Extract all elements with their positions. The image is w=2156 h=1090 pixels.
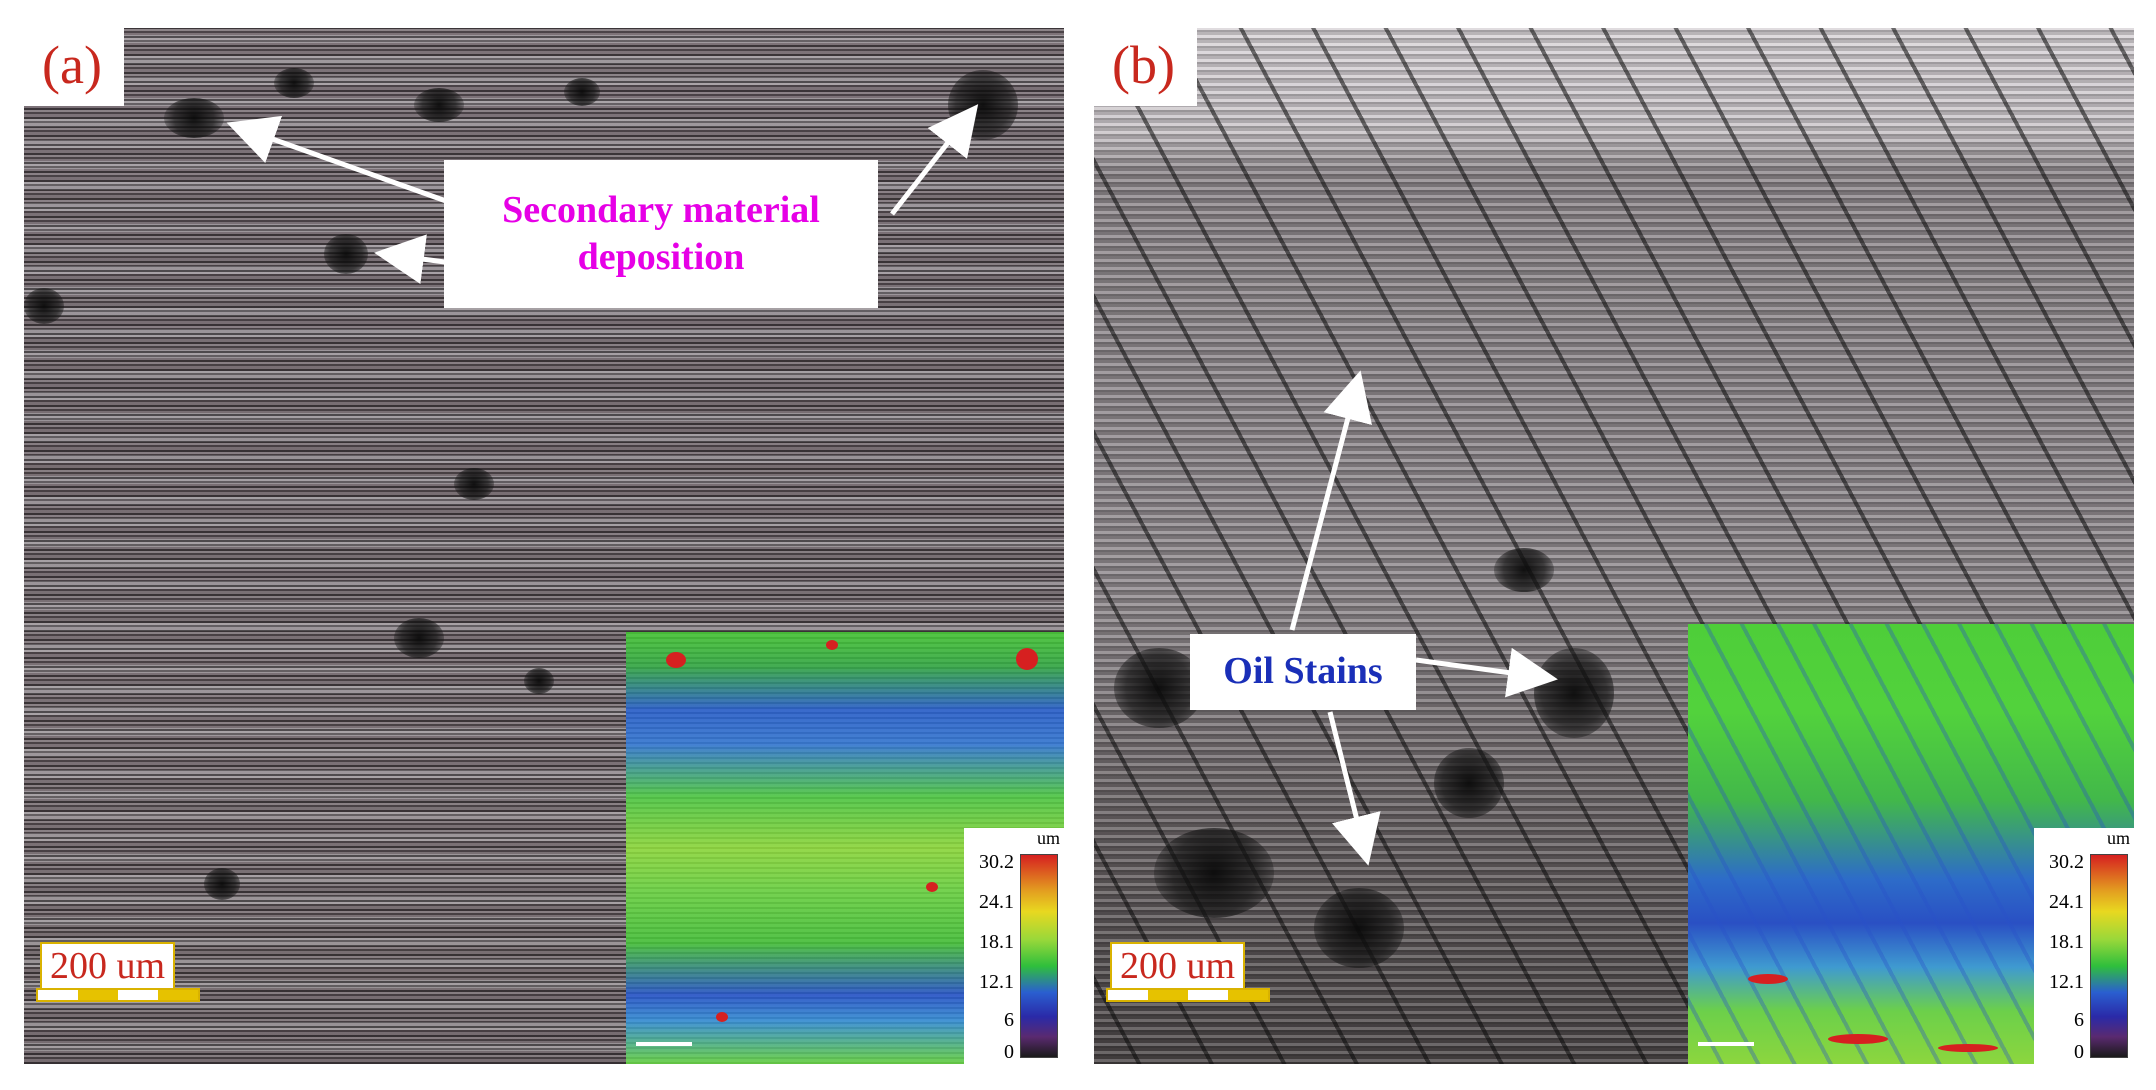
deposit-spot	[394, 618, 444, 658]
callout-line: deposition	[577, 236, 745, 278]
oil-stain-spot	[1434, 748, 1504, 818]
arrow-to-deposit	[890, 104, 979, 216]
colorbar-tick: 6	[1004, 1009, 1014, 1031]
arrow-to-oil-stain	[1327, 711, 1381, 866]
deposit-spot	[274, 68, 314, 98]
colorbar-tick: 0	[2074, 1041, 2084, 1063]
deposit-spot	[454, 468, 494, 500]
colorbar-tick: 12.1	[979, 971, 1014, 993]
callout-line: Oil Stains	[1223, 650, 1383, 693]
colorbar-a: um 30.2 24.1 18.1 12.1 6 0	[964, 828, 1064, 1064]
colorbar-tick: 12.1	[2049, 971, 2084, 993]
colorbar-b: um 30.2 24.1 18.1 12.1 6 0	[2034, 828, 2134, 1064]
oil-stain-spot	[1494, 548, 1554, 592]
scale-bar-b: 200 um	[1100, 942, 1280, 1006]
colorbar-tick: 30.2	[979, 851, 1014, 873]
peak-spot	[826, 640, 838, 650]
colorbar-unit: um	[2106, 828, 2130, 848]
callout-line: Secondary material	[502, 188, 820, 231]
callout-oil-stains: Oil Stains	[1190, 634, 1416, 710]
scale-bar-label: 200 um	[1110, 942, 1246, 988]
deposit-spot	[524, 668, 554, 694]
deposit-spot	[564, 78, 600, 106]
inset-scale-bar	[1698, 1042, 1754, 1046]
peak-spot	[1828, 1034, 1888, 1044]
scale-bar-line	[1106, 988, 1270, 1002]
peak-spot	[926, 882, 938, 892]
colorbar-unit: um	[1036, 828, 1060, 848]
peak-spot	[716, 1012, 728, 1022]
panel-label: (a)	[24, 28, 124, 106]
deposit-spot	[414, 88, 464, 122]
colorbar-tick: 0	[1004, 1041, 1014, 1063]
deposit-spot	[24, 288, 64, 324]
peak-spot	[1748, 974, 1788, 984]
colorbar-gradient	[1020, 854, 1058, 1058]
peak-spot	[666, 652, 686, 668]
oil-stain-spot	[1114, 648, 1204, 728]
arrow-to-oil-stain	[1415, 647, 1558, 698]
colorbar-tick: 24.1	[979, 891, 1014, 913]
scale-bar-a: 200 um	[30, 942, 210, 1006]
deposit-spot	[204, 868, 240, 900]
peak-spot	[1016, 648, 1038, 670]
arrow-to-deposit	[226, 115, 461, 209]
colorbar-tick: 18.1	[979, 931, 1014, 953]
arrow-to-oil-stain	[1289, 370, 1372, 631]
oil-stain-spot	[1154, 828, 1274, 918]
colorbar-gradient	[2090, 854, 2128, 1058]
panel-label: (b)	[1094, 28, 1197, 106]
deposit-spot	[324, 234, 368, 274]
deposit-spot	[164, 98, 224, 138]
colorbar-tick: 18.1	[2049, 931, 2084, 953]
inset-scale-bar	[636, 1042, 692, 1046]
colorbar-tick: 30.2	[2049, 851, 2084, 873]
colorbar-tick: 24.1	[2049, 891, 2084, 913]
oil-stain-spot	[1314, 888, 1404, 968]
colorbar-tick: 6	[2074, 1009, 2084, 1031]
scale-bar-label: 200 um	[40, 942, 176, 988]
callout-secondary-deposition: Secondary material deposition	[444, 160, 878, 308]
scale-bar-line	[36, 988, 200, 1002]
peak-spot	[1938, 1044, 1998, 1052]
